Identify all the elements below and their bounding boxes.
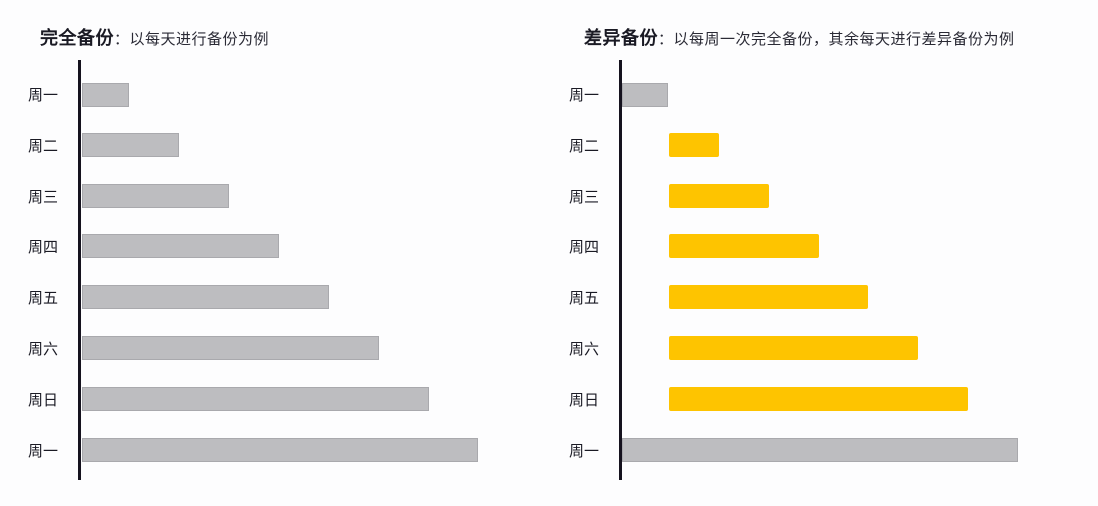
day-label: 周二: [569, 137, 600, 155]
differential-backup-title-bold: 差异备份: [584, 28, 658, 49]
day-label: 周日: [28, 391, 59, 409]
full-backup-bar: [82, 285, 329, 309]
day-label: 周六: [569, 340, 600, 358]
differential-backup-title: 差异备份：以每周一次完全备份，其余每天进行差异备份为例: [584, 24, 1015, 50]
full-backup-bar: [82, 387, 429, 411]
full-backup-bar: [82, 133, 179, 157]
day-label: 周一: [28, 86, 59, 104]
differential-backup-bar: [669, 336, 918, 360]
full-backup-title-bold: 完全备份: [40, 28, 114, 49]
day-label: 周五: [28, 289, 59, 307]
day-label: 周六: [28, 340, 59, 358]
day-label: 周二: [28, 137, 59, 155]
differential-backup-bar: [669, 387, 968, 411]
full-backup-bar: [622, 83, 668, 107]
day-label: 周一: [569, 86, 600, 104]
differential-backup-title-desc: ：以每周一次完全备份，其余每天进行差异备份为例: [658, 30, 1015, 48]
differential-backup-bar: [669, 133, 719, 157]
differential-backup-bar: [669, 184, 769, 208]
full-backup-bar: [82, 234, 279, 258]
full-backup-bar: [82, 336, 379, 360]
day-label: 周三: [28, 188, 59, 206]
differential-backup-axis: [619, 60, 622, 480]
full-backup-bar: [82, 83, 129, 107]
full-backup-bar: [82, 438, 478, 462]
day-label: 周三: [569, 188, 600, 206]
day-label: 周四: [28, 238, 59, 256]
day-label: 周五: [569, 289, 600, 307]
day-label: 周一: [28, 442, 59, 460]
full-backup-title: 完全备份：以每天进行备份为例: [40, 24, 269, 50]
day-label: 周日: [569, 391, 600, 409]
differential-backup-bar: [669, 285, 868, 309]
full-backup-bar: [622, 438, 1018, 462]
day-label: 周一: [569, 442, 600, 460]
full-backup-bar: [82, 184, 229, 208]
full-backup-axis: [78, 60, 81, 480]
full-backup-title-desc: ：以每天进行备份为例: [114, 30, 270, 48]
differential-backup-bar: [669, 234, 819, 258]
day-label: 周四: [569, 238, 600, 256]
